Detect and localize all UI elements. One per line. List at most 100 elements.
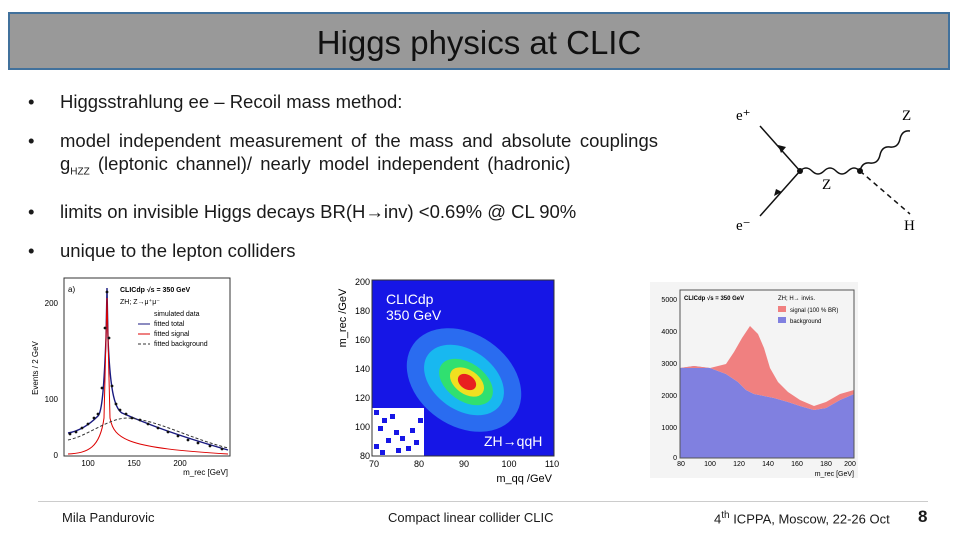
x-tick: 100 [501, 459, 516, 469]
data-point [105, 290, 109, 294]
legend-entry: fitted signal [154, 331, 190, 338]
plot-header: CLICdp √s = 350 GeV [120, 286, 191, 294]
data-point [138, 418, 142, 422]
heatmap-cell [406, 446, 411, 451]
z-prop-label: Z [822, 177, 831, 193]
signal-histogram [680, 326, 854, 410]
conf-rest: ICPPA, Moscow, 22-26 Oct [729, 511, 890, 527]
bullet-item: • limits on invisible Higgs decays BR(H→… [28, 200, 658, 223]
heatmap-cell [400, 436, 405, 441]
data-point [86, 422, 90, 426]
data-point [114, 402, 118, 406]
data-point [100, 386, 104, 390]
arrow-icon [774, 189, 782, 196]
recoil-mass-plot-leptonic: Events / 2 GeV 200 100 0 100 150 200 m_r… [28, 268, 236, 478]
z-propagator [799, 167, 861, 175]
bullet-item: • unique to the lepton colliders [28, 239, 658, 262]
feynman-diagram: e⁺ e⁻ Z Z H [736, 108, 915, 234]
e-plus-label: e⁺ [736, 108, 751, 124]
heatmap-cell [374, 410, 379, 415]
bullet-dot: • [28, 200, 35, 222]
bullet-text: limits on invisible Higgs decays BR(H→in… [60, 200, 577, 222]
fitted-background-curve [67, 417, 229, 449]
data-point [208, 444, 212, 448]
data-point [68, 432, 72, 436]
x-tick: 100 [704, 461, 716, 468]
plot-frame [679, 289, 855, 459]
heatmap-sparse-cells [374, 410, 423, 455]
x-tick: 80 [677, 461, 685, 468]
data-point [156, 426, 160, 430]
legend-swatch-background [778, 317, 786, 323]
bullet-subscript: HZZ [70, 166, 90, 178]
heatmap-cell [410, 428, 415, 433]
heatmap-cell [378, 426, 383, 431]
x-tick: 180 [820, 461, 832, 468]
bullet-text: model independent measurement of the mas… [60, 130, 658, 174]
x-tick: 200 [844, 461, 856, 468]
title-bar: Higgs physics at CLIC [8, 12, 950, 70]
y-tick: 120 [355, 393, 370, 403]
fitted-signal-curve [67, 297, 229, 455]
heatmap-cell [396, 448, 401, 453]
data-point [96, 412, 100, 416]
legend-swatch-signal [778, 306, 786, 312]
y-tick: 3000 [661, 361, 677, 368]
heatmap-cell [418, 418, 423, 423]
recoil-mass-plot-invisible: CLICdp √s = 350 GeV ZH; H→ invis. signal… [650, 282, 858, 478]
bullet-dot: • [28, 91, 35, 112]
y-tick: 200 [355, 277, 370, 287]
data-point [118, 408, 122, 412]
legend-entry: signal (100 % BR) [790, 308, 838, 314]
e-minus-label: e⁻ [736, 218, 751, 234]
plot-header: CLICdp √s = 350 GeV [684, 295, 744, 302]
bullet-item: • model independent measurement of the m… [28, 129, 658, 184]
y-tick: 0 [54, 451, 59, 460]
z-out-label: Z [902, 108, 911, 124]
heatmap-cell [374, 444, 379, 449]
y-tick: 1000 [661, 425, 677, 432]
footer-conference: 4th ICPPA, Moscow, 22-26 Oct [714, 510, 890, 526]
recoil-mass-plot-hadronic: CLICdp 350 GeV ZH→qqH m_rec /GeV 200 180… [337, 277, 559, 485]
x-axis-label: m_qq /GeV [496, 473, 552, 485]
conf-sup: th [721, 510, 730, 521]
legend-entry: background [790, 319, 821, 325]
panel-label: a) [68, 285, 75, 294]
x-tick: 90 [459, 459, 469, 469]
footer-title: Compact linear collider CLIC [388, 510, 554, 525]
bullet-dot: • [28, 130, 35, 151]
data-point [176, 434, 180, 438]
data-point [186, 438, 190, 442]
y-tick: 2000 [661, 393, 677, 400]
x-tick: 70 [369, 459, 379, 469]
data-point [166, 430, 170, 434]
data-point [220, 447, 224, 451]
data-point [107, 336, 111, 340]
y-axis-label: m_rec /GeV [337, 288, 349, 347]
data-point [92, 416, 96, 420]
data-point [196, 441, 200, 445]
plot-frame [371, 279, 555, 457]
x-axis-label: m_rec [GeV] [183, 468, 228, 477]
y-tick: 80 [360, 451, 370, 461]
data-point [80, 426, 84, 430]
fermion-line [759, 170, 801, 217]
slide-title: Higgs physics at CLIC [316, 24, 642, 61]
heatmap-cell [390, 414, 395, 419]
x-tick: 160 [791, 461, 803, 468]
data-point [110, 384, 114, 388]
y-tick: 0 [673, 455, 677, 462]
data-point [103, 326, 107, 330]
x-tick: 120 [733, 461, 745, 468]
data-point [146, 422, 150, 426]
bullet-text-cont: (leptonic channel)/ nearly model indepen… [89, 153, 571, 174]
plot-label: ZH→qqH [484, 433, 542, 449]
legend-entry: fitted total [154, 321, 185, 328]
y-tick: 180 [355, 306, 370, 316]
x-tick: 200 [173, 459, 187, 468]
h-label: H [904, 218, 915, 234]
bullet-text: unique to the lepton colliders [60, 239, 296, 261]
heatmap-cell [394, 430, 399, 435]
plot-frame [63, 277, 231, 457]
y-tick: 100 [355, 422, 370, 432]
